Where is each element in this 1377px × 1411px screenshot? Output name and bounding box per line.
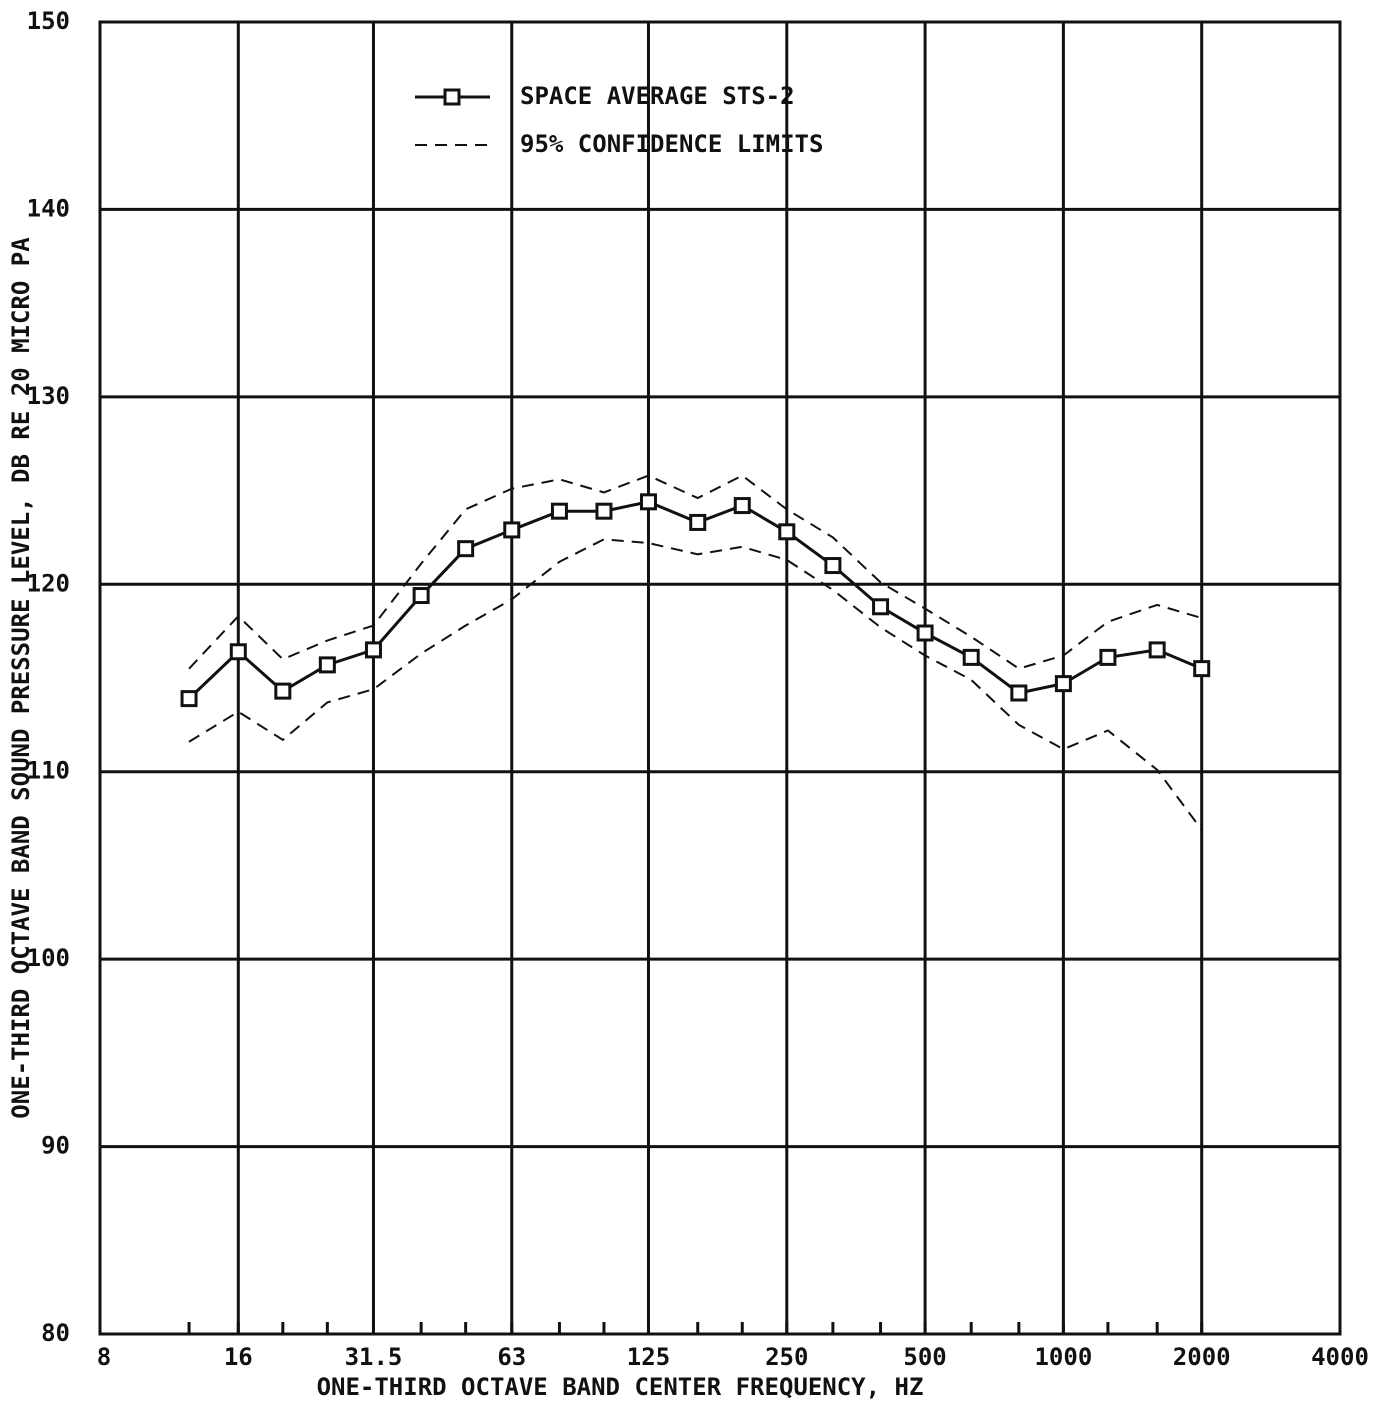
point-marker: [1010, 684, 1028, 702]
y-axis-label: ONE-THIRD OCTAVE BAND SOUND PRESSURE LEV…: [7, 237, 35, 1119]
legend-label: 95% CONFIDENCE LIMITS: [520, 130, 823, 158]
point-marker: [503, 521, 521, 539]
x-tick-label: 8: [97, 1343, 111, 1371]
point-marker: [1099, 648, 1117, 666]
x-tick-label: 31.5: [345, 1343, 403, 1371]
point-marker: [1054, 675, 1072, 693]
y-tick-label: 90: [41, 1132, 70, 1160]
legend-label: SPACE AVERAGE STS-2: [520, 82, 795, 110]
series-line: [188, 500, 1203, 700]
point-marker: [824, 557, 842, 575]
plot-frame: [98, 20, 1342, 1336]
point-marker: [689, 513, 707, 531]
point-marker: [229, 643, 247, 661]
y-tick-label: 140: [27, 194, 70, 222]
point-marker: [274, 682, 292, 700]
y-tick-label: 110: [27, 757, 70, 785]
y-tick-label: 120: [27, 569, 70, 597]
x-tick-label: 1000: [1034, 1343, 1092, 1371]
point-marker: [595, 502, 613, 520]
point-marker: [318, 656, 336, 674]
x-tick-label: 4000: [1311, 1343, 1369, 1371]
x-tick-label: 2000: [1173, 1343, 1231, 1371]
x-tick-label: 16: [224, 1343, 253, 1371]
y-tick-label: 130: [27, 382, 70, 410]
point-marker: [1148, 641, 1166, 659]
x-tick-label: 125: [627, 1343, 670, 1371]
point-marker: [364, 641, 382, 659]
point-marker: [457, 540, 475, 558]
point-marker: [778, 523, 796, 541]
x-tick-label: 500: [903, 1343, 946, 1371]
y-tick-label: 80: [41, 1319, 70, 1347]
point-marker: [872, 598, 890, 616]
legend-marker: [443, 88, 461, 106]
point-marker: [639, 493, 657, 511]
series-line: [188, 474, 1202, 670]
point-marker: [916, 624, 934, 642]
point-marker: [550, 502, 568, 520]
y-tick-label: 150: [27, 7, 70, 35]
x-axis-label: ONE-THIRD OCTAVE BAND CENTER FREQUENCY, …: [317, 1373, 924, 1401]
point-marker: [412, 587, 430, 605]
point-marker: [1193, 660, 1211, 678]
x-tick-label: 63: [497, 1343, 526, 1371]
point-marker: [180, 690, 198, 708]
x-tick-label: 250: [765, 1343, 808, 1371]
point-marker: [733, 497, 751, 515]
point-marker: [962, 648, 980, 666]
series-line: [188, 538, 1203, 831]
y-tick-label: 100: [27, 944, 70, 972]
